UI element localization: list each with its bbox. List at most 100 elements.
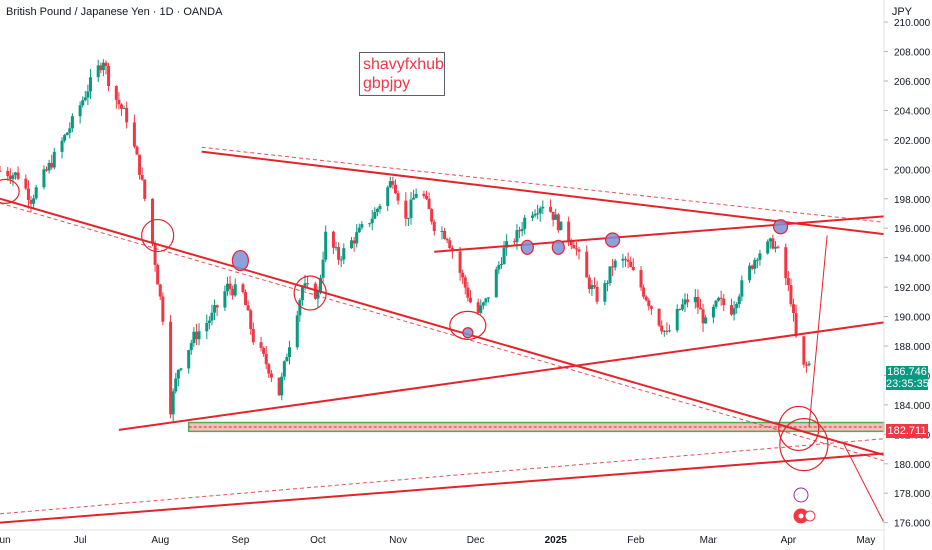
candle-body [215,305,219,308]
candle-body [228,283,232,290]
candle-body [378,205,382,209]
candle-body [784,247,788,279]
candle-body [675,309,679,331]
candle-body [554,214,558,220]
candle-body [427,198,431,210]
candle-body [461,272,465,278]
candle-body [342,248,346,260]
trend-drawings[interactable] [0,146,885,524]
candle-body [701,309,705,324]
candle-body [771,238,775,249]
candle-body [68,128,72,133]
candle-body [466,287,470,298]
candle-body [714,300,718,307]
level-price: 182.711 [887,425,927,437]
candle-body [324,231,328,260]
candle-body [249,310,253,330]
candle-body [337,247,341,260]
candle-body [468,297,472,303]
time-tick-label: Jun [0,535,11,546]
price-tick-label: 190.000 [894,313,931,324]
candle-body [140,174,144,180]
candle-body [740,280,744,297]
candle-body [132,122,136,147]
candle-body [595,286,599,302]
price-tick-label: 196.000 [894,224,931,235]
candle-body [78,105,82,117]
candle-body [277,377,281,396]
record-icon-dot [798,513,804,519]
candle-body [497,265,501,270]
rising-channel-bottom [118,321,885,431]
candle-body [213,305,217,313]
candle-body [143,179,147,199]
candle-body [153,243,157,265]
pivot-dot-marker [462,327,474,339]
candle-body [86,91,90,98]
time-tick-label: Nov [389,535,407,546]
candle-body [802,336,806,365]
candle-body [611,266,615,268]
time-tick-label: Jul [74,535,87,546]
candle-body [732,308,736,315]
hand-circle [449,310,487,340]
candle-body [711,306,715,318]
candle-body [360,224,364,228]
candle-body [225,283,229,292]
candle-body [303,283,307,288]
candle-body [512,241,516,243]
candle-body [432,221,436,232]
candle-body [81,100,85,106]
candle-body [593,285,597,287]
price-axis[interactable]: 176.000178.000180.000182.000184.000186.0… [883,0,931,550]
candle-body [251,329,255,343]
candle-body [233,284,237,296]
pivot-dot-marker [551,239,565,255]
candle-body [70,116,74,129]
symbol-title[interactable]: British Pound / Japanese Yen · 1D · OAND… [6,6,223,18]
candle-body [541,206,545,209]
candle-body [262,347,266,354]
hand-circle [778,405,820,452]
candle-body [502,247,506,265]
candle-body [300,287,304,301]
candle-body [205,322,209,332]
candle-body [396,193,400,201]
candle-body [556,214,560,231]
candle-body [538,208,542,214]
candle-body [388,181,392,188]
candle-body [667,330,671,332]
time-axis[interactable]: Jun Jul Aug Sep Oct Nov Dec 2025 Feb Mar Apr May [0,529,884,546]
candle-body [386,187,390,206]
candle-body [161,296,165,322]
last-price-tag: 186.746 23:35:35 [886,366,929,390]
candle-body [11,175,15,179]
lightning-icon [793,487,809,503]
candles [0,59,811,423]
candle-body [210,312,214,321]
pivot-dot-marker [520,239,534,255]
upper-resistance-dashed [201,146,885,223]
price-tick-label: 178.000 [894,489,931,500]
candle-body [169,321,173,415]
candle-body [280,376,284,396]
candle-body [29,200,33,204]
price-tick-label: 198.000 [894,195,931,206]
text-note[interactable]: shavyfxhub gbpjpy [359,52,445,96]
candle-body [241,284,245,293]
candle-body [766,241,770,254]
candle-body [520,228,524,232]
candle-body [352,240,356,244]
candle-body [34,187,38,199]
candle-body [368,223,372,225]
long-rising-support [0,452,885,524]
candle-body [476,302,480,313]
candle-body [334,247,338,249]
candle-body [683,299,687,305]
candle-body [269,373,273,378]
candle-body [722,298,726,306]
currency-label[interactable]: JPY [891,6,912,18]
candle-body [83,97,87,101]
candle-body [259,342,263,348]
